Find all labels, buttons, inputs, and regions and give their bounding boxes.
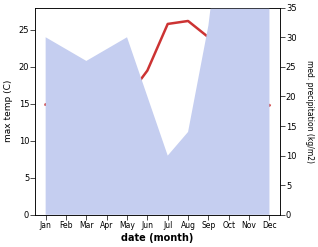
Y-axis label: med. precipitation (kg/m2): med. precipitation (kg/m2) [305,60,314,163]
Y-axis label: max temp (C): max temp (C) [4,80,13,143]
X-axis label: date (month): date (month) [121,233,194,243]
